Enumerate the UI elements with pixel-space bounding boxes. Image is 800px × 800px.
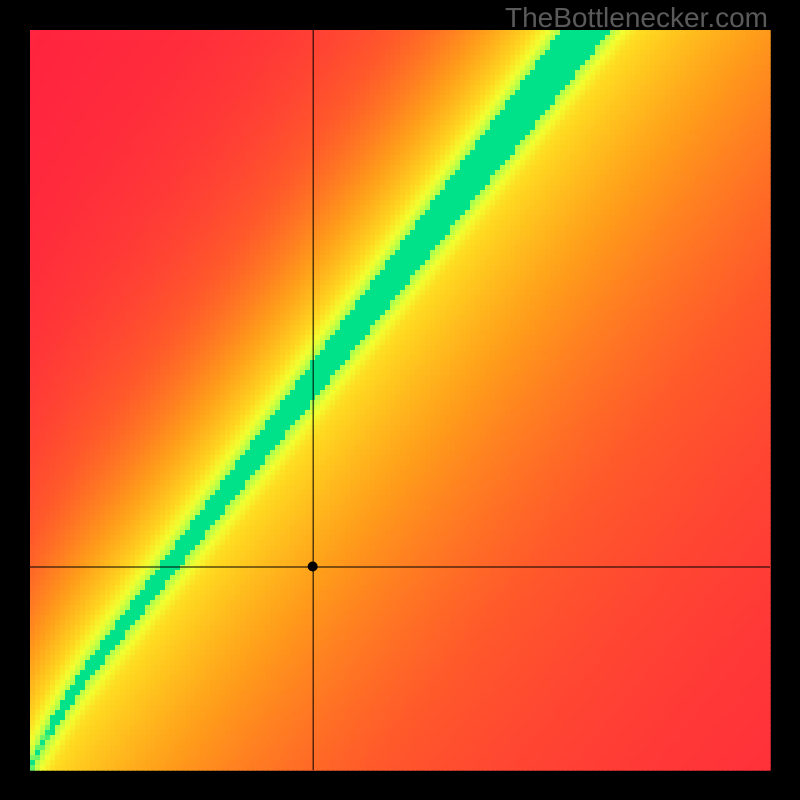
bottleneck-heatmap — [0, 0, 800, 800]
chart-container: TheBottlenecker.com — [0, 0, 800, 800]
watermark-text: TheBottlenecker.com — [505, 2, 768, 34]
